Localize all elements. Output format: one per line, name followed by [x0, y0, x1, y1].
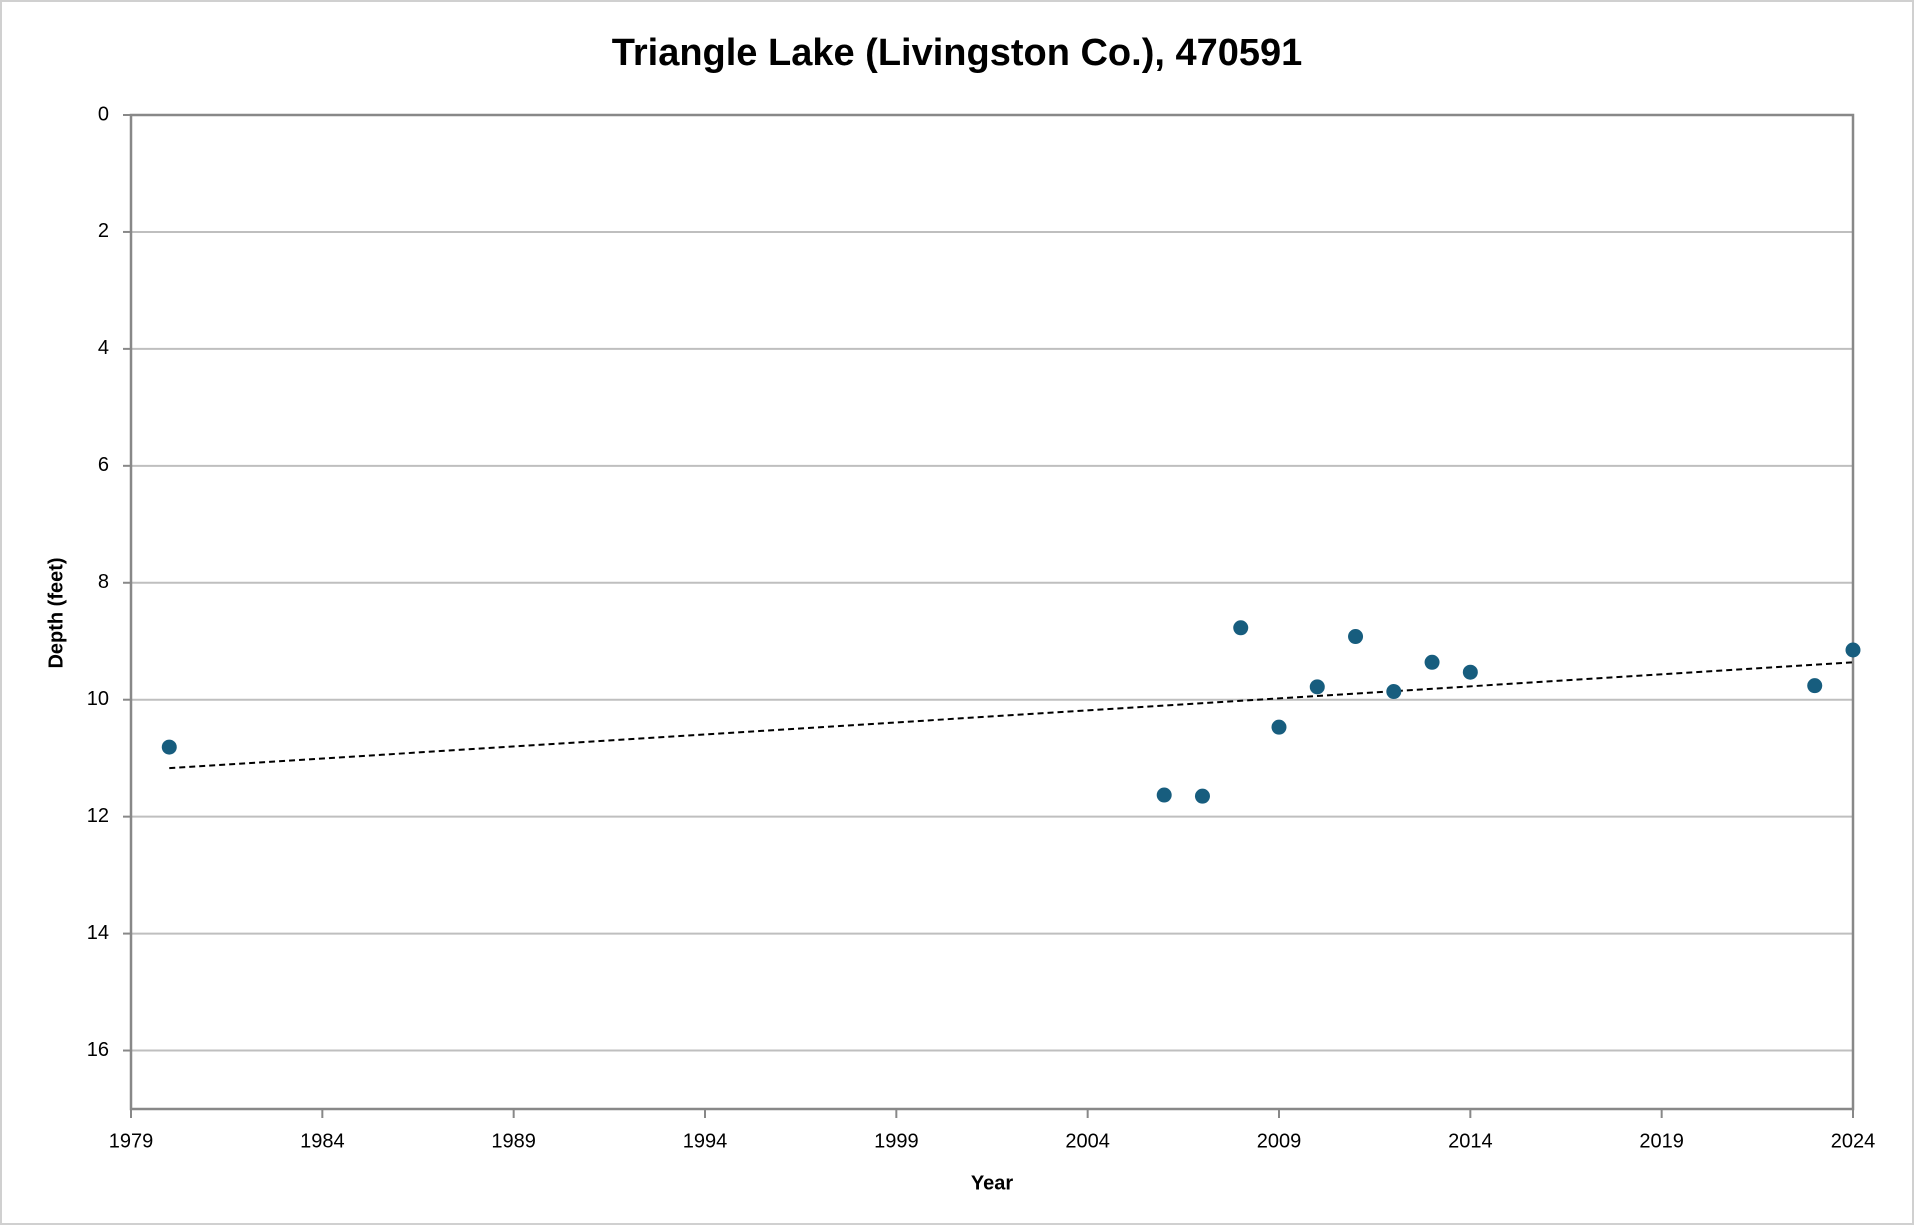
trendline — [169, 661, 1854, 770]
data-point — [1462, 664, 1478, 680]
x-tick-label: 1989 — [491, 1130, 536, 1152]
y-tick-label: 8 — [98, 571, 109, 593]
data-point — [1424, 654, 1440, 670]
data-point — [1271, 719, 1287, 735]
y-tick-label: 0 — [98, 103, 109, 125]
x-tick-label: 1999 — [874, 1130, 919, 1152]
data-point — [1156, 787, 1172, 803]
data-point — [1309, 679, 1325, 695]
data-point — [161, 739, 177, 755]
data-point — [1845, 642, 1861, 658]
x-tick-label: 1979 — [109, 1130, 154, 1152]
data-point — [1386, 684, 1402, 700]
x-tick-label: 2009 — [1257, 1130, 1302, 1152]
data-point — [1807, 678, 1823, 694]
x-tick-label: 1984 — [300, 1130, 345, 1152]
chart-title: Triangle Lake (Livingston Co.), 470591 — [612, 32, 1303, 74]
y-tick-label: 10 — [87, 688, 109, 710]
x-axis-title: Year — [971, 1172, 1013, 1194]
x-tick-label: 2024 — [1831, 1130, 1876, 1152]
plot-frame — [129, 113, 1855, 1111]
x-tick-label: 2014 — [1448, 1130, 1493, 1152]
x-tick-label: 2004 — [1065, 1130, 1110, 1152]
y-tick-label: 4 — [98, 337, 109, 359]
data-point — [1194, 788, 1210, 804]
x-tick-label: 2019 — [1639, 1130, 1684, 1152]
y-tick-label: 6 — [98, 454, 109, 476]
y-tick-label: 14 — [87, 922, 109, 944]
y-tick-label: 2 — [98, 220, 109, 242]
x-tick-label: 1994 — [683, 1130, 728, 1152]
data-point — [1233, 620, 1249, 636]
y-tick-label: 12 — [87, 805, 109, 827]
y-tick-label: 16 — [87, 1039, 109, 1061]
data-point — [1348, 629, 1364, 645]
y-axis-title: Depth (feet) — [45, 557, 67, 668]
